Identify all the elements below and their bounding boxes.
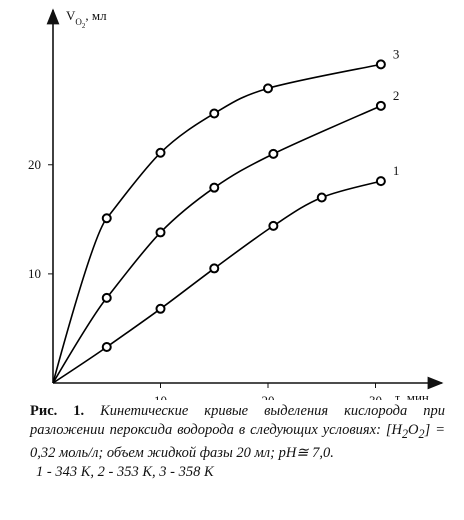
y-tick-label: 10 [28,266,41,281]
point [263,83,273,94]
series-label: 1 [393,163,400,178]
point [101,292,112,303]
x-tick-label: 30 [369,393,382,400]
point [375,59,386,70]
point [155,303,166,314]
series-label: 3 [393,46,400,61]
point [268,148,279,159]
caption: Рис. 1. Кинетические кривые выделения ки… [30,402,445,482]
point [101,213,112,224]
curve-lead-in [52,217,108,384]
point [101,341,112,352]
point [209,182,220,193]
point [375,100,386,111]
y-label-subsub: 2 [82,22,86,30]
point [155,227,166,238]
x-tick-label: 20 [262,393,275,400]
point [316,192,327,203]
point [268,220,279,231]
caption-label: Рис. 1. [30,403,85,419]
y-tick-label: 20 [28,157,41,172]
x-axis-label: τ, мин [395,390,429,400]
y-label-unit: , мл [85,8,107,23]
caption-sub: 2 [418,426,425,441]
chart: VO2, мл τ, мин 1020301020123 [28,8,444,400]
point [155,147,166,158]
curve-lead-in [52,297,108,384]
y-axis-label: VO2, мл [66,8,107,30]
point [375,176,386,187]
series-label: 2 [393,88,400,103]
curve [106,105,382,299]
point [209,108,220,119]
curve [106,180,382,348]
caption-text: O [408,422,419,438]
caption-text: Кинетические кривые выделения кислорода … [30,403,445,438]
caption-legend: 1 - 343 K, 2 - 353 K, 3 - 358 K [36,463,214,480]
caption-sub: 2 [402,426,409,441]
y-label-sub: O [75,17,82,27]
point [209,263,220,274]
x-tick-label: 10 [154,393,167,400]
y-label-main: V [66,8,76,23]
curve [106,63,382,219]
caption-text: ] = 0,32 моль/л; объем жидкой фазы 20 мл… [30,422,445,461]
